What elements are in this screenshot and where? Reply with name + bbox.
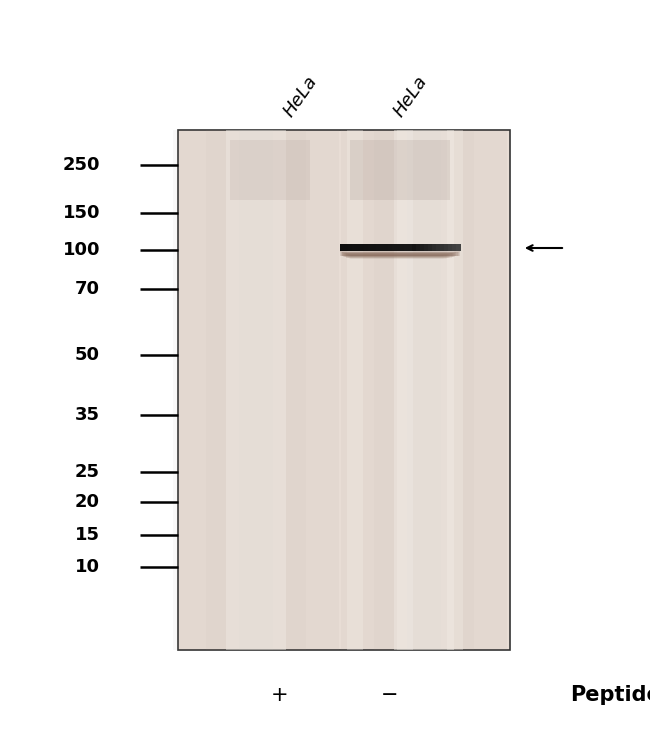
Text: 15: 15	[75, 526, 100, 544]
Bar	[350, 255, 446, 259]
Bar	[368, 244, 372, 252]
Bar	[440, 244, 445, 252]
Text: 100: 100	[62, 241, 100, 259]
Text: HeLa: HeLa	[390, 72, 431, 120]
Text: Peptide: Peptide	[570, 685, 650, 705]
Text: 70: 70	[75, 280, 100, 298]
Bar	[344, 253, 453, 257]
Bar	[448, 244, 452, 252]
Text: −: −	[382, 685, 398, 705]
Text: 35: 35	[75, 406, 100, 424]
Bar	[436, 244, 441, 252]
Bar	[178, 130, 510, 650]
Bar	[428, 244, 433, 252]
Bar	[206, 130, 239, 650]
Bar	[341, 130, 374, 650]
Bar	[360, 244, 365, 252]
Bar	[340, 244, 344, 252]
Bar	[404, 244, 409, 252]
Bar	[400, 244, 405, 252]
Bar	[343, 253, 456, 256]
Bar	[352, 244, 357, 252]
Bar	[306, 130, 339, 650]
Bar	[348, 254, 448, 258]
Bar	[408, 244, 413, 252]
Bar	[341, 252, 459, 256]
Bar	[388, 244, 393, 252]
Bar	[346, 253, 452, 258]
Text: 20: 20	[75, 493, 100, 511]
Bar	[420, 244, 424, 252]
Bar	[372, 244, 376, 252]
Bar	[397, 130, 413, 650]
Bar	[424, 244, 428, 252]
Bar	[394, 130, 454, 650]
Bar	[376, 244, 381, 252]
Bar	[340, 252, 460, 255]
Bar	[346, 254, 450, 258]
Bar	[272, 130, 305, 650]
Bar	[432, 244, 437, 252]
Bar	[347, 254, 449, 258]
Bar	[447, 130, 463, 650]
Bar	[347, 130, 363, 650]
Bar	[392, 244, 396, 252]
Text: 50: 50	[75, 346, 100, 364]
Bar	[452, 244, 457, 252]
Bar	[344, 253, 454, 257]
Bar	[343, 253, 455, 257]
Text: HeLa: HeLa	[280, 72, 321, 120]
Bar	[408, 130, 441, 650]
Bar	[226, 130, 286, 650]
Text: 150: 150	[62, 204, 100, 222]
Bar	[349, 255, 447, 258]
Text: +: +	[271, 685, 289, 705]
Text: 10: 10	[75, 558, 100, 576]
Bar	[364, 244, 369, 252]
Bar	[350, 140, 450, 200]
Bar	[412, 244, 417, 252]
Bar	[348, 244, 353, 252]
Bar	[396, 244, 400, 252]
Bar	[356, 244, 361, 252]
Bar	[350, 255, 445, 259]
Bar	[441, 130, 474, 650]
Bar	[239, 130, 272, 650]
Bar	[230, 140, 310, 200]
Bar	[474, 130, 507, 650]
Bar	[416, 244, 421, 252]
Bar	[374, 130, 408, 650]
Bar	[173, 130, 206, 650]
Text: 250: 250	[62, 156, 100, 174]
Text: 25: 25	[75, 463, 100, 481]
Bar	[351, 255, 443, 259]
Bar	[456, 244, 461, 252]
Bar	[342, 252, 458, 256]
Bar	[384, 244, 389, 252]
Bar	[444, 244, 448, 252]
Bar	[380, 244, 385, 252]
Bar	[344, 244, 348, 252]
